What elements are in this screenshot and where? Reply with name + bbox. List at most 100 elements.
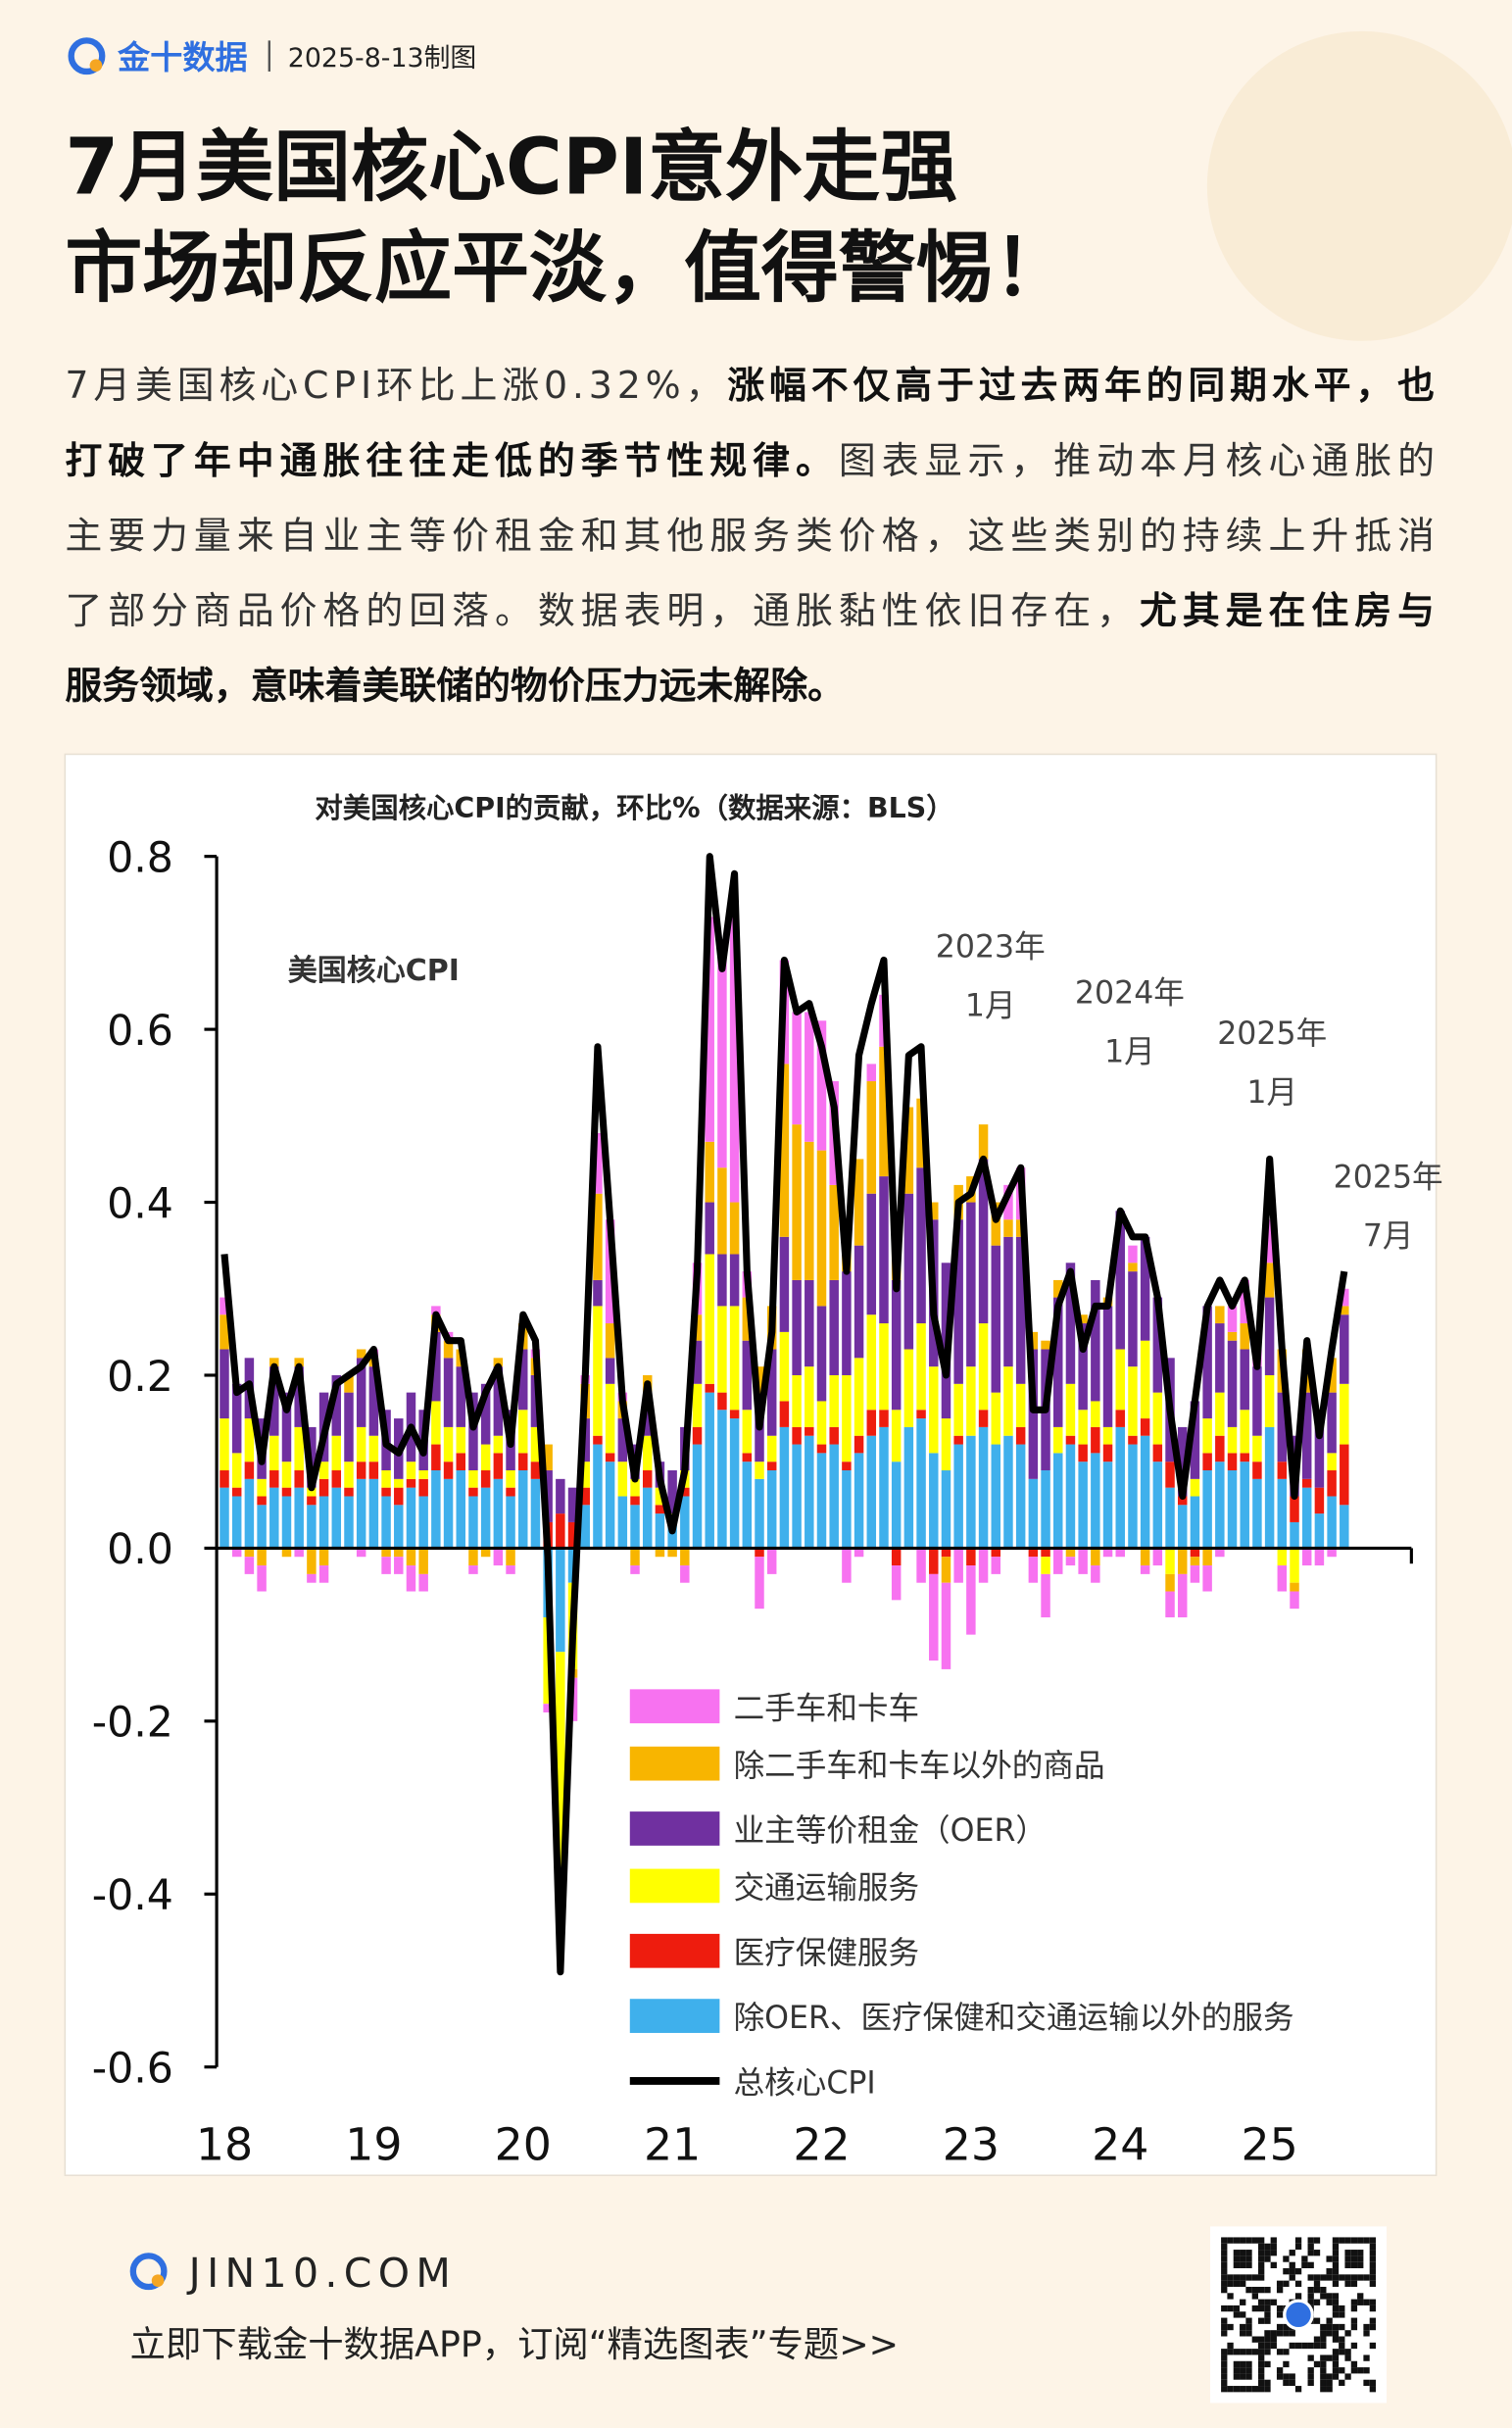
bar-segment [580, 1505, 590, 1549]
qr-cell [1332, 2293, 1340, 2300]
qr-cell [1257, 2336, 1265, 2343]
qr-cell [1221, 2317, 1228, 2324]
qr-cell [1240, 2330, 1246, 2337]
qr-cell [1221, 2268, 1228, 2275]
qr-cell [1257, 2386, 1265, 2393]
qr-cell [1357, 2255, 1364, 2262]
annotation: 1月 [1104, 1035, 1155, 1070]
bar-segment [866, 1064, 877, 1082]
bar-segment [593, 1132, 603, 1194]
bar-segment [281, 1496, 292, 1549]
qr-cell [1257, 2349, 1265, 2355]
qr-cell [1245, 2255, 1252, 2262]
qr-cell [1245, 2237, 1252, 2244]
qr-cell [1332, 2323, 1340, 2331]
qr-cell [1240, 2255, 1246, 2262]
bar-segment [692, 1340, 703, 1384]
bar-segment [518, 1470, 528, 1549]
bar-segment [1102, 1462, 1113, 1549]
qr-cell [1326, 2293, 1333, 2300]
qr-cell [1369, 2304, 1377, 2312]
qr-cell [1264, 2360, 1271, 2368]
paragraph-segment: 尤其是在住房与 [1140, 589, 1435, 632]
bar-segment [219, 1349, 229, 1419]
bar-segment [717, 1392, 727, 1411]
bar-segment [231, 1487, 242, 1497]
bar-segment [468, 1470, 478, 1488]
bar-segment [1115, 1426, 1125, 1549]
bar-segment [443, 1358, 454, 1427]
bar-segment [344, 1374, 354, 1393]
bar-segment [318, 1565, 329, 1583]
bar-segment [916, 1410, 926, 1419]
bar-segment [1264, 1297, 1275, 1375]
paragraph-segment: 服务领域，意味着美联储的物价压力远未解除。 [65, 665, 845, 708]
bar-segment [879, 1176, 889, 1324]
bar-segment [1177, 1505, 1188, 1549]
qr-cell [1257, 2367, 1265, 2374]
bar-segment [1078, 1314, 1088, 1324]
qr-cell [1283, 2255, 1290, 2262]
qr-cell [1251, 2274, 1258, 2281]
qr-cell [1313, 2250, 1321, 2256]
qr-cell [1227, 2304, 1234, 2312]
bar-segment [1264, 1219, 1275, 1264]
qr-cell [1326, 2299, 1333, 2305]
bar-segment [1091, 1453, 1100, 1549]
bar-segment [394, 1548, 404, 1558]
qr-cell [1227, 2293, 1234, 2300]
bar-segment [219, 1487, 229, 1549]
qr-cell [1313, 2317, 1321, 2324]
bar-segment [605, 1358, 615, 1384]
bar-segment [493, 1435, 504, 1454]
bar-segment [1091, 1401, 1100, 1427]
qr-cell [1320, 2386, 1327, 2393]
qr-cell [1257, 2274, 1265, 2281]
bar-segment [829, 1184, 839, 1280]
bar-segment [1340, 1306, 1349, 1315]
qr-cell [1240, 2373, 1246, 2380]
qr-cell [1326, 2379, 1333, 2387]
qr-cell [1276, 2367, 1284, 2374]
bar-segment [244, 1418, 255, 1462]
bar-segment [418, 1496, 428, 1549]
qr-cell [1289, 2274, 1295, 2281]
bar-segment [1277, 1478, 1288, 1549]
bar-segment [816, 1306, 827, 1402]
bar-segment [1240, 1323, 1249, 1350]
qr-cell [1344, 2261, 1351, 2269]
bar-segment [755, 1478, 764, 1549]
bar-segment [1227, 1453, 1238, 1471]
bar-segment [630, 1496, 640, 1506]
bar-segment [1277, 1548, 1288, 1566]
qr-cell [1307, 2373, 1314, 2380]
bar-segment [854, 1548, 864, 1558]
bar-segment [1165, 1462, 1175, 1488]
qr-cell [1307, 2250, 1314, 2256]
bar-segment [1190, 1565, 1200, 1583]
qr-cell [1363, 2274, 1370, 2281]
qr-cell [1240, 2237, 1246, 2244]
bar-segment [1277, 1462, 1288, 1479]
bar-segment [1091, 1426, 1100, 1454]
qr-cell [1344, 2349, 1351, 2355]
bar-segment [842, 1548, 852, 1583]
bar-segment [418, 1548, 428, 1574]
bar-segment [854, 1159, 864, 1246]
qr-cell [1264, 2386, 1271, 2393]
bar-segment [805, 1435, 814, 1549]
bar-segment [1091, 1279, 1100, 1402]
bar-segment [941, 1548, 951, 1558]
bar-segment [617, 1496, 628, 1549]
bar-segment [431, 1444, 441, 1471]
bar-segment [468, 1548, 478, 1566]
bar-segment [866, 1314, 877, 1411]
qr-cell [1283, 2280, 1290, 2287]
bar-segment [381, 1548, 391, 1558]
bar-segment [978, 1548, 989, 1583]
bar-segment [443, 1462, 454, 1479]
x-tick-label: 22 [793, 2117, 850, 2170]
qr-cell [1221, 2280, 1228, 2287]
bar-segment [331, 1435, 342, 1471]
qr-cell [1283, 2323, 1290, 2331]
